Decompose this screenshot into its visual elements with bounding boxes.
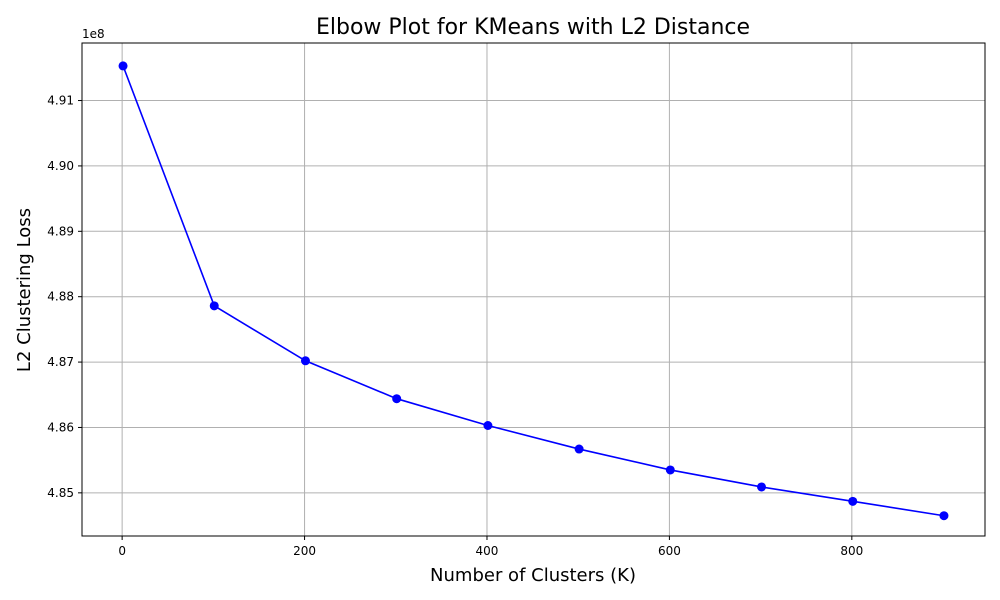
data-point (300, 356, 310, 366)
series-layer (118, 61, 949, 521)
x-tick-label: 400 (476, 544, 499, 558)
plot-frame (81, 42, 986, 537)
data-point (848, 496, 858, 506)
x-tick-label: 200 (293, 544, 316, 558)
y-tick-label: 4.91 (47, 94, 74, 108)
data-point (209, 301, 219, 311)
data-point (574, 444, 584, 454)
x-tick-label: 0 (118, 544, 126, 558)
data-point (118, 61, 128, 71)
y-tick-label: 4.85 (47, 486, 74, 500)
y-axis-label: L2 Clustering Loss (14, 208, 35, 372)
y-tick-label: 4.89 (47, 224, 74, 238)
series-line (122, 65, 945, 517)
data-point (665, 465, 675, 475)
x-axis-label: Number of Clusters (K) (430, 565, 636, 586)
y-tick-label: 4.87 (47, 355, 74, 369)
data-point (757, 482, 767, 492)
axis-ticks: 0 200 400 600 800 4.85 4.86 4.87 4.88 4.89 4.90 4.9… (47, 94, 863, 558)
y-tick-label: 4.88 (47, 290, 74, 304)
data-point (392, 394, 402, 404)
x-tick-label: 800 (840, 544, 863, 558)
chart-title: Elbow Plot for KMeans with L2 Distance (316, 15, 750, 40)
grid (82, 43, 985, 536)
data-point (483, 421, 493, 430)
y-tick-label: 4.86 (47, 420, 74, 434)
x-tick-label: 600 (658, 544, 681, 558)
data-point (939, 511, 949, 521)
y-offset-label: 1e8 (82, 27, 105, 41)
y-tick-label: 4.90 (47, 159, 74, 173)
